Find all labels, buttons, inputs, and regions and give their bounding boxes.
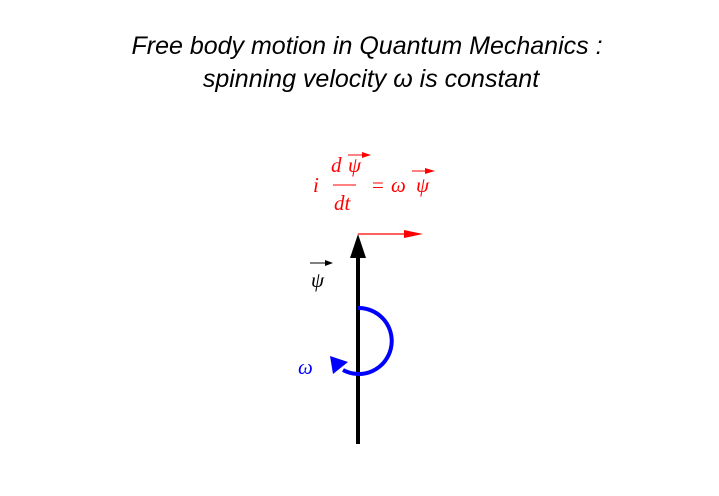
psi-vector-arrow <box>350 234 366 444</box>
schrodinger-equation: i d ψ dt = ω ψ <box>313 152 435 215</box>
derivative-vector-arrow <box>358 230 423 238</box>
omega-label: ω <box>298 355 313 379</box>
equation-i: i <box>313 173 319 197</box>
equation-omega: ω <box>391 173 406 197</box>
equation-equals: = <box>372 173 384 197</box>
equation-dt: dt <box>334 191 352 215</box>
title-line-2: spinning velocity ω is constant <box>203 65 540 93</box>
equation-psi-numerator: ψ <box>348 153 362 177</box>
title-line-1: Free body motion in Quantum Mechanics : <box>131 32 602 60</box>
equation-d: d <box>331 153 342 177</box>
equation-psi-rhs: ψ <box>416 173 430 197</box>
vector-arrow-icon <box>348 152 371 158</box>
rotation-arrow <box>330 305 394 376</box>
psi-label: ψ <box>310 260 333 292</box>
vector-arrow-icon <box>412 168 435 174</box>
psi-label-text: ψ <box>311 268 325 292</box>
